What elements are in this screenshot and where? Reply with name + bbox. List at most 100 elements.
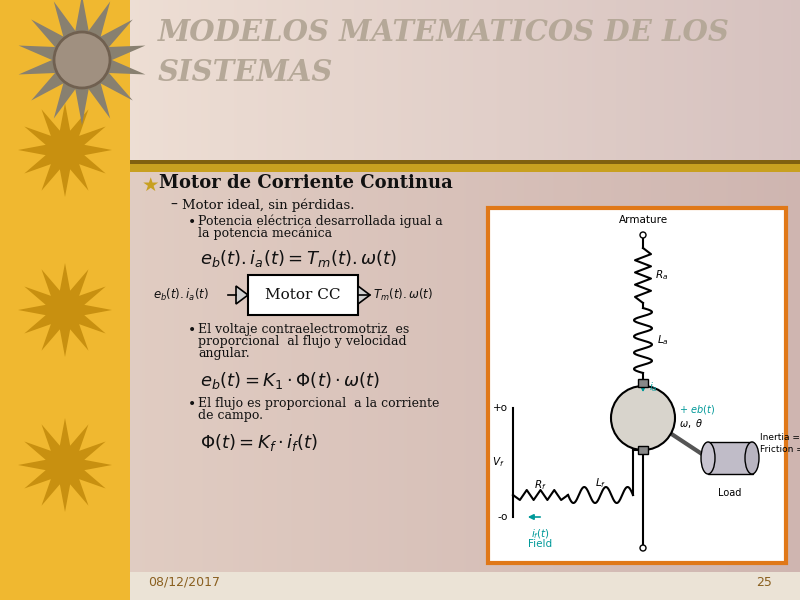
Bar [550, 0, 551, 160]
Bar [190, 572, 191, 600]
Bar [136, 572, 137, 600]
Bar [560, 0, 561, 160]
Bar [744, 572, 745, 600]
Bar [445, 172, 446, 572]
Bar [315, 172, 316, 572]
Bar [774, 172, 775, 572]
Bar [404, 572, 405, 600]
Bar [147, 572, 148, 600]
Bar [336, 0, 337, 160]
Bar [566, 172, 567, 572]
Bar [464, 572, 465, 600]
Bar [148, 0, 149, 160]
Bar [250, 572, 251, 600]
Bar [654, 572, 655, 600]
Bar [658, 0, 659, 160]
Bar [325, 572, 326, 600]
Bar [742, 0, 743, 160]
Bar [450, 172, 451, 572]
Bar [726, 0, 727, 160]
Bar [359, 172, 360, 572]
Bar [687, 172, 688, 572]
Bar [744, 0, 745, 160]
Bar [440, 572, 441, 600]
Bar [792, 572, 793, 600]
Bar [615, 0, 616, 160]
Bar [211, 572, 212, 600]
Bar [383, 172, 384, 572]
Bar [635, 0, 636, 160]
Bar [727, 572, 728, 600]
Bar [772, 172, 773, 572]
Text: $\Phi(t) = K_f \cdot i_f(t)$: $\Phi(t) = K_f \cdot i_f(t)$ [200, 432, 318, 453]
Bar [225, 572, 226, 600]
Bar [682, 0, 683, 160]
Bar [503, 0, 504, 160]
Bar [512, 172, 513, 572]
Bar [676, 572, 677, 600]
Bar [675, 0, 676, 160]
Bar [485, 0, 486, 160]
Bar [412, 572, 413, 600]
Bar [668, 0, 669, 160]
Bar [135, 572, 136, 600]
Bar [466, 172, 467, 572]
Bar [186, 0, 187, 160]
Bar [668, 572, 669, 600]
Bar [678, 172, 679, 572]
Bar [168, 572, 169, 600]
Bar [435, 0, 436, 160]
Bar [357, 572, 358, 600]
Bar [334, 0, 335, 160]
Bar [143, 572, 144, 600]
Bar [342, 572, 343, 600]
Bar [683, 172, 684, 572]
Bar [691, 172, 692, 572]
Bar [380, 572, 381, 600]
Bar [583, 572, 584, 600]
Bar [543, 172, 544, 572]
Bar [307, 572, 308, 600]
Bar [517, 172, 518, 572]
Bar [286, 172, 287, 572]
Bar [778, 572, 779, 600]
Bar [704, 572, 705, 600]
Bar [278, 0, 279, 160]
Bar [448, 172, 449, 572]
Bar [771, 0, 772, 160]
Bar [233, 172, 234, 572]
Bar [612, 0, 613, 160]
Bar [638, 172, 639, 572]
Bar [144, 0, 145, 160]
Bar [699, 572, 700, 600]
Bar [734, 0, 735, 160]
Bar [589, 0, 590, 160]
Bar [423, 0, 424, 160]
Bar [788, 172, 789, 572]
Bar [266, 572, 267, 600]
Bar [352, 0, 353, 160]
Bar [471, 572, 472, 600]
Bar [326, 0, 327, 160]
Text: El voltaje contraelectromotriz  es: El voltaje contraelectromotriz es [198, 323, 410, 336]
Bar [237, 572, 238, 600]
Bar [536, 172, 537, 572]
Bar [345, 172, 346, 572]
Bar [352, 172, 353, 572]
Bar [508, 572, 509, 600]
Bar [542, 172, 543, 572]
Text: Friction = b: Friction = b [760, 445, 800, 454]
Bar [540, 0, 541, 160]
Bar [390, 0, 391, 160]
Bar [450, 0, 451, 160]
Bar [614, 0, 615, 160]
Bar [561, 0, 562, 160]
Bar [179, 0, 180, 160]
Bar [555, 572, 556, 600]
Bar [706, 172, 707, 572]
Bar [735, 172, 736, 572]
Bar [147, 0, 148, 160]
Bar [552, 172, 553, 572]
Bar [169, 0, 170, 160]
Bar [348, 0, 349, 160]
